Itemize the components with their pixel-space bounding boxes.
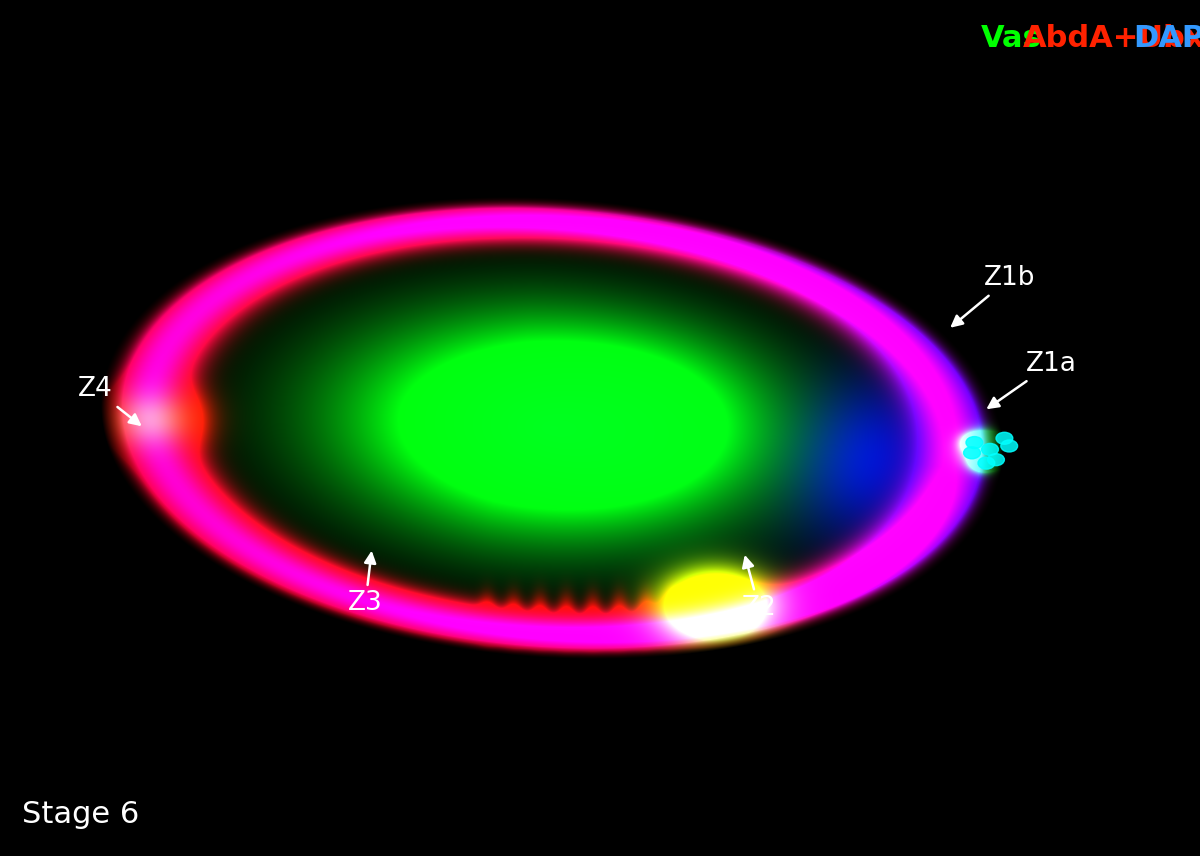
Text: Z1b: Z1b [953,265,1036,326]
Text: Z2: Z2 [742,557,776,621]
Circle shape [982,443,998,455]
Circle shape [966,437,983,449]
Circle shape [988,454,1004,466]
Text: AbdA+Ubx: AbdA+Ubx [1022,24,1200,53]
Circle shape [978,457,995,469]
Text: DAPI: DAPI [1133,24,1200,53]
Circle shape [964,447,980,459]
Circle shape [996,432,1013,444]
Text: Z4: Z4 [78,377,139,425]
Text: Vas: Vas [982,24,1042,53]
Text: Stage 6: Stage 6 [22,800,139,829]
Text: Z1a: Z1a [989,351,1076,407]
Text: Z3: Z3 [348,553,383,616]
Circle shape [1001,440,1018,452]
